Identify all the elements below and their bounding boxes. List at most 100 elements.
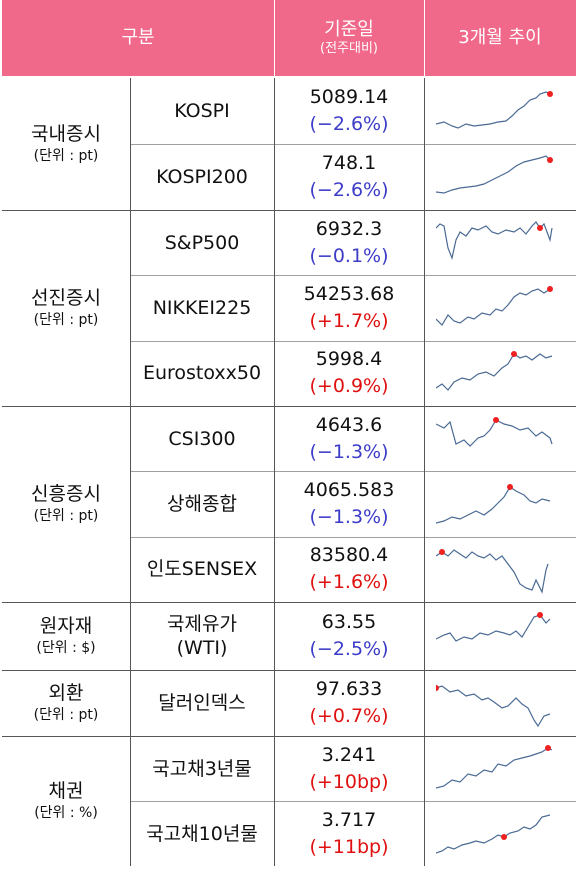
item-value: 63.55: [321, 611, 377, 633]
item-value: 4065.583: [303, 478, 395, 501]
item-value: 3.717: [321, 808, 377, 831]
sparkline-chart-icon: [436, 91, 553, 129]
sparkline-chart-icon: [436, 351, 553, 392]
group-divider: [2, 602, 576, 603]
sparkline-chart-icon: [436, 813, 551, 854]
header-trend: 3개월 추이: [424, 0, 576, 76]
sparkline-peak-marker: [439, 549, 445, 556]
item-value-cell: 54253.68 (+1.7%): [274, 275, 424, 340]
sparkline-peak-marker: [547, 91, 553, 97]
header-category-label: 구분: [121, 27, 155, 48]
column-divider: [130, 78, 131, 866]
item-name-cell: CSI300: [130, 406, 274, 471]
item-name-cell: KOSPI: [130, 78, 274, 144]
sparkline-peak-marker: [545, 744, 551, 751]
sparkline-chart-icon: [436, 155, 553, 194]
item-name: 국고채10년물: [146, 822, 258, 845]
item-value: 3.241: [321, 743, 377, 766]
item-name-cell: 국고채10년물: [130, 801, 274, 866]
group-unit: (단위 : pt): [33, 707, 99, 723]
item-value-cell: 97.633 (+0.7%): [274, 670, 424, 736]
row-divider: [130, 275, 576, 277]
sparkline-chart-icon: [436, 549, 549, 595]
group-name: 선진증시: [31, 287, 101, 309]
sparkline-line: [436, 353, 553, 392]
group-divider: [2, 736, 576, 737]
column-divider: [274, 78, 275, 866]
item-value: 83580.4: [309, 544, 389, 567]
group-unit: (단위 : $): [36, 640, 96, 656]
item-name: 국고채3년물: [152, 757, 252, 780]
group-name: 원자재: [39, 615, 93, 637]
row-divider: [130, 144, 576, 145]
item-change: (+10bp): [309, 770, 389, 793]
group-divider: [2, 406, 576, 407]
sparkline-peak-marker: [537, 612, 543, 618]
row-divider: [130, 536, 576, 538]
item-value-cell: 3.717 (+11bp): [274, 801, 424, 866]
header-divider: [274, 0, 275, 76]
item-change: (−1.3%): [309, 440, 389, 463]
sparkline-peak-marker: [501, 833, 507, 840]
sparkline-peak-marker: [537, 224, 543, 231]
sparkline-line: [436, 813, 551, 854]
group-unit: (단위 : pt): [33, 508, 99, 524]
item-value: 5089.14: [309, 86, 389, 108]
header-base-date: 기준일 (전주대비): [274, 0, 424, 76]
item-change: (−2.6%): [309, 113, 389, 135]
item-name: CSI300: [168, 427, 236, 450]
item-change: (−2.5%): [309, 638, 389, 660]
row-divider: [130, 340, 576, 342]
header-base-date-label: 기준일: [324, 19, 374, 40]
item-value: 748.1: [321, 152, 377, 174]
item-name-cell: Eurostoxx50: [130, 341, 274, 406]
group-unit: (단위 : %): [34, 805, 98, 821]
item-value-cell: 748.1 (−2.6%): [274, 144, 424, 210]
item-value: 6932.3: [315, 217, 383, 240]
header-divider: [424, 0, 425, 76]
item-name-cell: KOSPI200: [130, 144, 274, 210]
sparkline-chart-icon: [436, 484, 551, 524]
group-label-cell: 신흥증시 (단위 : pt): [2, 406, 130, 602]
header-trend-label: 3개월 추이: [458, 27, 542, 48]
group-unit: (단위 : pt): [33, 148, 99, 164]
item-name-cell: 상해종합: [130, 471, 274, 536]
group-divider: [2, 670, 576, 671]
item-value: 5998.4: [315, 348, 383, 371]
group-name: 국내증시: [31, 123, 101, 145]
item-name-cell: NIKKEI225: [130, 275, 274, 340]
sparkline-line: [436, 549, 549, 595]
sparkline-peak-marker: [493, 416, 499, 423]
item-change: (+0.9%): [309, 375, 389, 398]
sparkline-peak-marker: [547, 157, 553, 163]
item-name: KOSPI200: [156, 166, 248, 188]
sparkline-chart-icon: [436, 416, 553, 447]
item-change: (+1.7%): [309, 309, 389, 332]
item-name-cell: S&P500: [130, 210, 274, 275]
header-base-date-sub: (전주대비): [320, 41, 378, 56]
sparkline-chart-icon: [436, 744, 553, 789]
item-value-cell: 6932.3 (−0.1%): [274, 210, 424, 275]
item-name: Eurostoxx50: [142, 362, 262, 385]
item-change: (−2.6%): [309, 179, 389, 201]
row-divider: [130, 801, 576, 802]
item-value-cell: 4065.583 (−1.3%): [274, 471, 424, 536]
sparkline-peak-marker: [507, 484, 513, 490]
group-unit: (단위 : pt): [33, 312, 99, 328]
item-change: (−1.3%): [309, 505, 389, 528]
item-change: (+0.7%): [309, 705, 389, 727]
item-name: 상해종합: [167, 492, 237, 515]
item-name: 인도SENSEX: [146, 558, 258, 581]
item-name: 국제유가: [167, 613, 237, 635]
sparkline-peak-marker: [436, 685, 439, 691]
group-name: 신흥증시: [31, 483, 101, 505]
item-name: KOSPI: [174, 100, 230, 122]
item-name-cell: 국고채3년물: [130, 736, 274, 801]
item-value-cell: 3.241 (+10bp): [274, 736, 424, 801]
item-name-cell: 달러인덱스: [130, 670, 274, 736]
sparkline-line: [436, 418, 553, 447]
column-divider: [424, 78, 425, 866]
sparkline-line: [436, 220, 553, 260]
group-label-cell: 국내증시 (단위 : pt): [2, 78, 130, 210]
item-name: S&P500: [164, 231, 240, 254]
